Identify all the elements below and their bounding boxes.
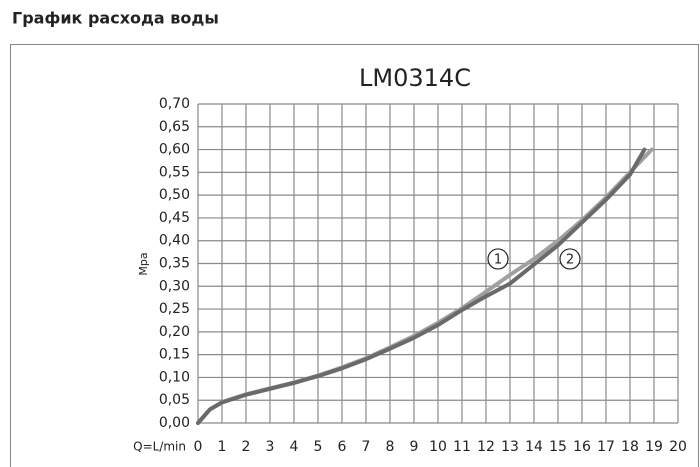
x-tick-label: 13 (501, 439, 519, 455)
series-line (196, 147, 647, 425)
x-tick-label: 7 (362, 439, 371, 455)
x-tick-label: 11 (453, 439, 471, 455)
x-tick-label: 16 (573, 439, 591, 455)
y-tick-label: 0,10 (159, 369, 190, 385)
x-tick-label: 17 (597, 439, 615, 455)
chart-frame (10, 44, 699, 467)
y-tick-label: 0,35 (159, 256, 190, 272)
x-tick-label: 18 (621, 439, 639, 455)
x-tick-label: 14 (525, 439, 543, 455)
x-tick-label: 3 (266, 439, 275, 455)
series-label: 2 (566, 252, 574, 267)
x-tick-label: 4 (290, 439, 299, 455)
y-tick-label: 0,00 (159, 415, 190, 431)
y-tick-label: 0,15 (159, 347, 190, 363)
x-tick-label: 5 (314, 439, 323, 455)
y-tick-label: 0,65 (159, 119, 190, 135)
series-label: 1 (494, 252, 502, 267)
x-tick-label: 1 (218, 439, 227, 455)
x-tick-label: 8 (386, 439, 395, 455)
y-tick-label: 0,60 (159, 142, 190, 158)
y-tick-label: 0,40 (159, 233, 190, 249)
chart-title: LM0314C (359, 64, 471, 92)
y-axis-label: Mpa (137, 252, 150, 275)
x-tick-label: 6 (338, 439, 347, 455)
x-tick-label: 0 (194, 439, 203, 455)
y-tick-label: 0,05 (159, 392, 190, 408)
y-tick-label: 0,45 (159, 210, 190, 226)
series-label-circle (559, 248, 581, 270)
y-tick-label: 0,25 (159, 301, 190, 317)
y-tick-label: 0,70 (159, 96, 190, 112)
y-tick-label: 0,20 (159, 324, 190, 340)
y-tick-label: 0,50 (159, 187, 190, 203)
series-label-circle (487, 248, 509, 270)
y-tick-label: 0,55 (159, 164, 190, 180)
x-tick-label: 2 (242, 439, 251, 455)
y-tick-label: 0,30 (159, 278, 190, 294)
x-tick-label: 15 (549, 439, 567, 455)
x-axis-label: Q=L/min (133, 440, 186, 454)
x-tick-label: 20 (669, 439, 687, 455)
x-tick-label: 10 (429, 439, 447, 455)
x-tick-label: 9 (410, 439, 419, 455)
x-tick-label: 12 (477, 439, 495, 455)
x-tick-label: 19 (645, 439, 663, 455)
page-title: График расхода воды (12, 9, 219, 28)
